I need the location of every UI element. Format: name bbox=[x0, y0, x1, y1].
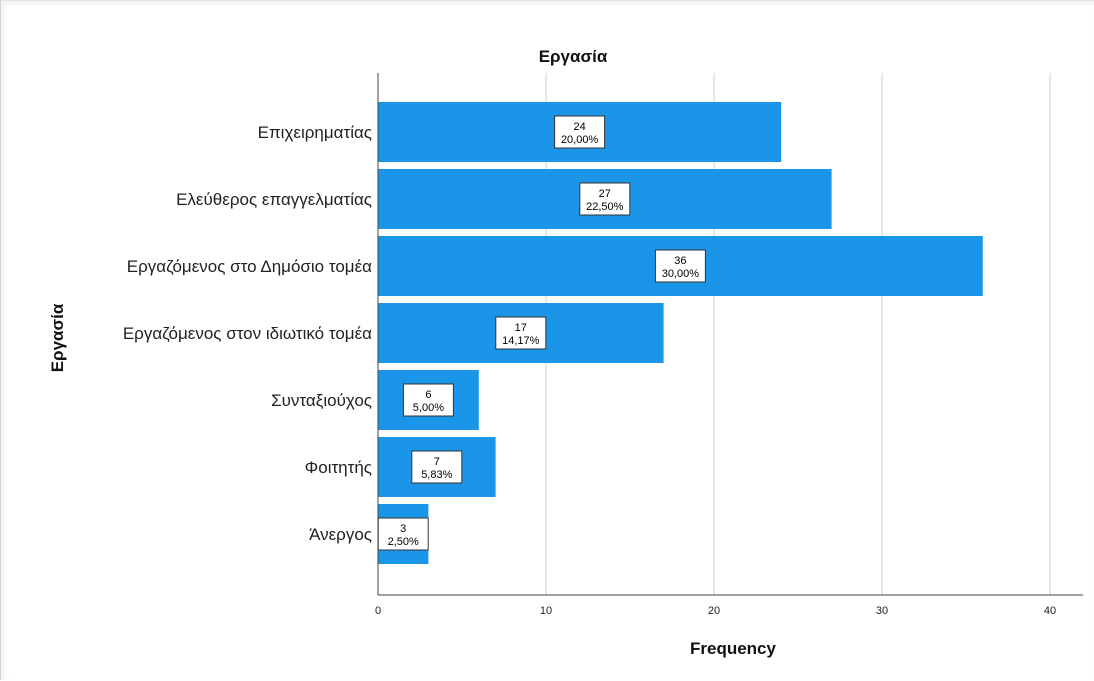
category-label: Επιχειρηματίας bbox=[258, 123, 372, 142]
category-label: Εργαζόμενος στον ιδιωτικό τομέα bbox=[123, 324, 372, 343]
data-label-percent: 30,00% bbox=[662, 268, 700, 280]
data-label-percent: 22,50% bbox=[586, 201, 624, 213]
category-label: Ελεύθερος επαγγελματίας bbox=[176, 190, 372, 209]
x-axis-title: Frequency bbox=[690, 639, 777, 658]
x-tick-label: 0 bbox=[375, 605, 381, 617]
x-tick-labels: 0 10 20 30 40 bbox=[375, 605, 1056, 617]
category-label: Συνταξιούχος bbox=[271, 391, 372, 410]
category-label: Άνεργος bbox=[309, 525, 372, 544]
x-tick-label: 40 bbox=[1044, 605, 1056, 617]
bars bbox=[378, 102, 983, 564]
data-label-count: 7 bbox=[434, 456, 440, 468]
category-label: Εργαζόμενος στο Δημόσιο τομέα bbox=[127, 257, 372, 276]
y-axis-title: Εργασία bbox=[48, 303, 67, 372]
chart-title: Εργασία bbox=[539, 47, 608, 66]
data-label-count: 3 bbox=[400, 523, 406, 535]
category-label: Φοιτητής bbox=[305, 458, 372, 477]
data-label-percent: 2,50% bbox=[388, 536, 419, 548]
data-label-count: 17 bbox=[515, 322, 527, 334]
data-label-count: 27 bbox=[599, 188, 611, 200]
category-labels: Επιχειρηματίας Ελεύθερος επαγγελματίας Εργ… bbox=[123, 123, 372, 544]
data-label-percent: 14,17% bbox=[502, 335, 540, 347]
x-tick-label: 10 bbox=[540, 605, 552, 617]
x-tick-label: 20 bbox=[708, 605, 720, 617]
data-label-percent: 5,00% bbox=[413, 402, 444, 414]
data-label-count: 6 bbox=[425, 389, 431, 401]
data-label-percent: 20,00% bbox=[561, 134, 599, 146]
data-label-percent: 5,83% bbox=[421, 469, 452, 481]
x-tick-label: 30 bbox=[876, 605, 888, 617]
data-label-count: 36 bbox=[674, 255, 686, 267]
data-label-count: 24 bbox=[573, 121, 585, 133]
